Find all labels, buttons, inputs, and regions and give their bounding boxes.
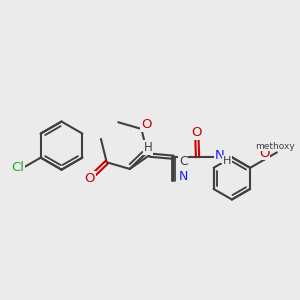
- Text: Cl: Cl: [11, 161, 24, 174]
- Text: N: N: [179, 170, 188, 183]
- Text: O: O: [141, 118, 151, 131]
- Text: O: O: [85, 172, 95, 185]
- Text: C: C: [179, 155, 188, 168]
- Text: H: H: [223, 156, 231, 166]
- Text: O: O: [259, 147, 269, 160]
- Text: O: O: [192, 126, 202, 139]
- Text: N: N: [215, 149, 224, 162]
- Text: methoxy: methoxy: [256, 142, 295, 151]
- Text: H: H: [144, 141, 153, 154]
